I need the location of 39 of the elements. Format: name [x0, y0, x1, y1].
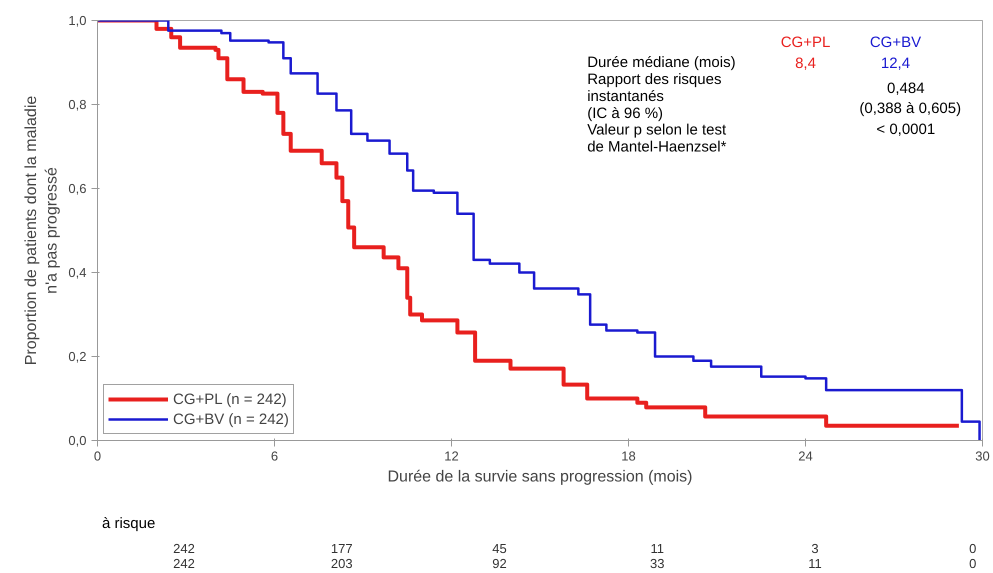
- text: 242: [173, 541, 195, 556]
- text: 11: [650, 541, 664, 556]
- text: 177: [330, 541, 353, 556]
- x-axis-title: Durée de la survie sans progression (mois): [387, 468, 693, 486]
- y-tick-label: 0,8: [68, 97, 87, 112]
- text: 0: [969, 541, 976, 556]
- x-tick-label: 12: [444, 448, 459, 464]
- annotation: CG+BV: [870, 34, 922, 51]
- annotation: Durée médiane (mois): [587, 54, 736, 71]
- annotation: 12,4: [880, 55, 910, 72]
- text: 33: [650, 556, 664, 571]
- x-tick-label: 24: [798, 448, 813, 464]
- x-tick-label: 6: [270, 448, 278, 464]
- text: 0: [969, 556, 976, 571]
- y-axis-title: Proportion de patients dont la maladie n'a pas progressé: [23, 96, 60, 366]
- y-tick-label: 0,2: [68, 349, 87, 364]
- annotation: CG+PL: [780, 34, 830, 51]
- text: 242: [173, 556, 195, 571]
- text: à risque: [102, 515, 156, 532]
- x-tick-label: 18: [621, 448, 636, 464]
- annotation: (0,388 à 0,605): [859, 100, 962, 118]
- annotation: Valeur p selon le test de Mantel-Haenzsel*: [587, 121, 727, 156]
- annotation: Rapport des risques instantanés (IC à 96 %): [587, 70, 722, 122]
- text: 45: [492, 541, 507, 556]
- legend-label: CG+PL (n = 242): [173, 390, 287, 408]
- annotation: < 0,0001: [876, 121, 936, 138]
- x-tick-label: 30: [975, 448, 990, 464]
- y-tick-label: 1,0: [68, 13, 87, 28]
- text: 3: [811, 541, 819, 556]
- y-tick-label: 0,0: [68, 433, 87, 448]
- y-tick-label: 0,4: [68, 265, 87, 280]
- legend-label: CG+BV (n = 242): [173, 410, 289, 428]
- y-tick-label: 0,6: [68, 181, 87, 196]
- text: 92: [492, 556, 507, 571]
- x-tick-label: 0: [94, 448, 102, 464]
- annotation: 0,484: [887, 80, 925, 98]
- text: 203: [330, 556, 353, 571]
- text: 11: [808, 556, 822, 571]
- annotation: 8,4: [795, 55, 816, 72]
